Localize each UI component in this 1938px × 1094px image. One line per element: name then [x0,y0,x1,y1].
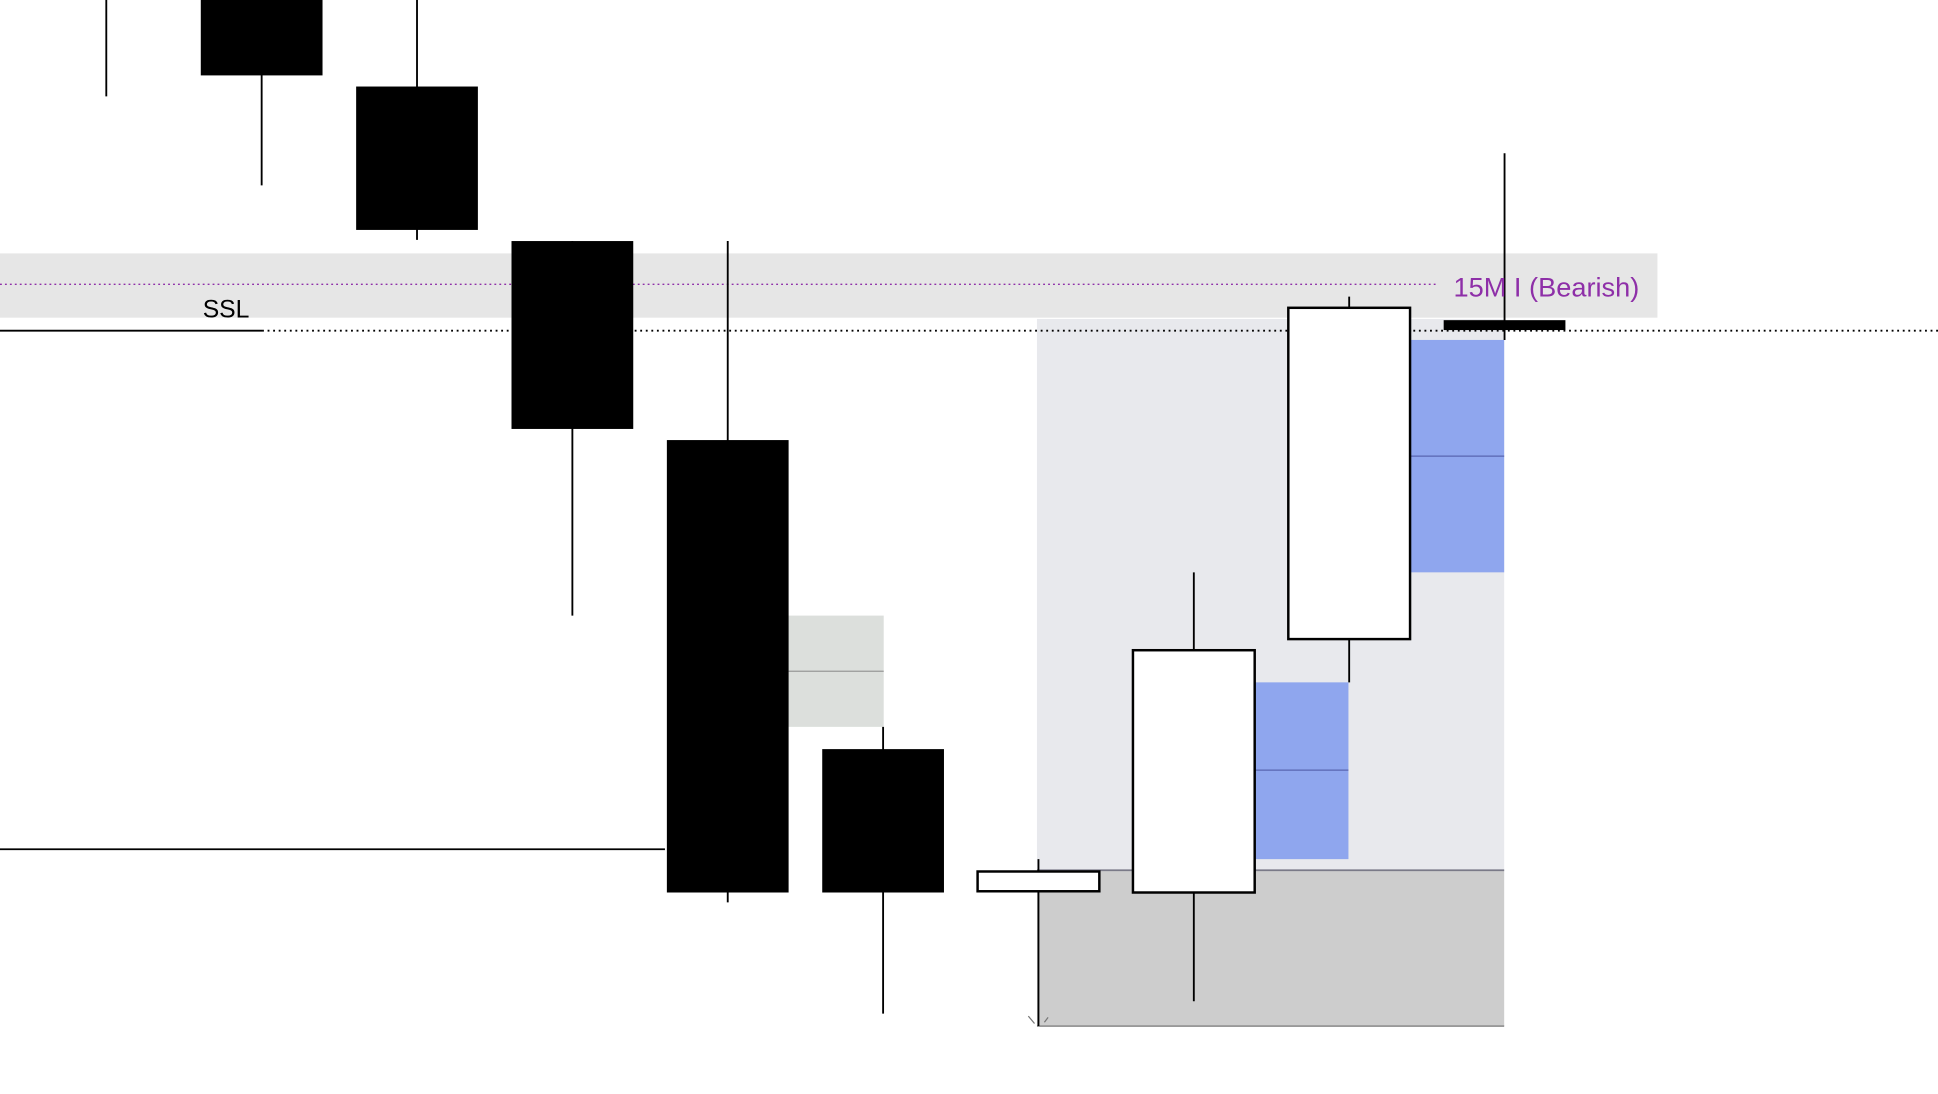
bullish-candle-body [976,870,1101,893]
bearish-candle-body [200,0,323,76]
bearish-candle-body [356,86,478,230]
bearish-candle-body [511,241,634,429]
resize-handle-icon[interactable] [1027,1015,1049,1024]
bearish-candle-body [822,749,944,893]
bullish-candle-body [1287,306,1412,641]
ssl-label: SSL [203,297,250,324]
levels-layer [0,283,1938,851]
bullish-candle-body [1131,648,1256,894]
bearish-candle-body [666,440,789,893]
htf-zone-label: 15M I (Bearish) [1454,272,1640,303]
candles-layer [105,0,1566,1027]
range-lower-zone [1036,870,1505,1027]
bearish-candle-body [1443,320,1566,331]
zones-layer [0,253,1658,1027]
